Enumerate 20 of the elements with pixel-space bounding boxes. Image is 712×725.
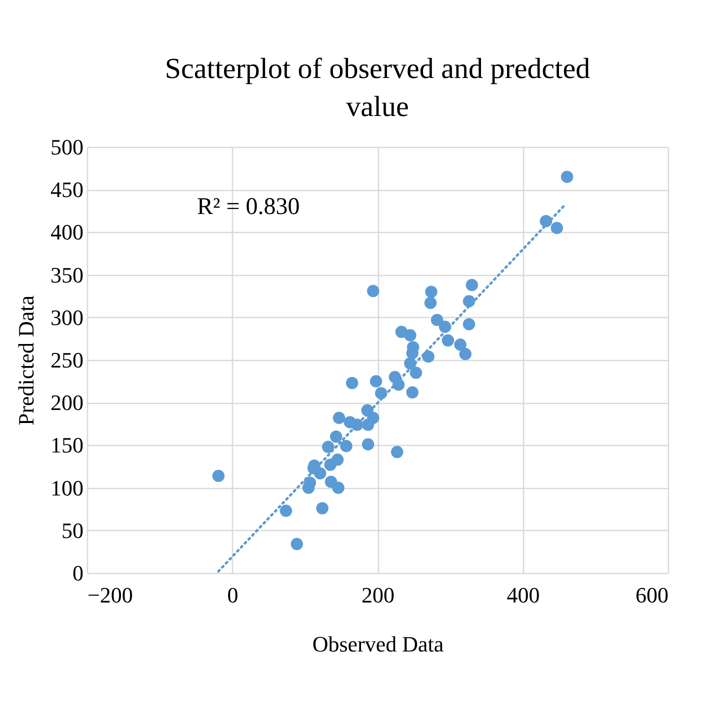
x-tick-label: 0 [227, 582, 238, 608]
x-tick-label: 200 [362, 582, 394, 608]
x-tick-label: 400 [506, 582, 540, 608]
x-tick-label: 600 [636, 582, 668, 608]
y-tick-label: 0 [72, 560, 84, 586]
y-tick-label: 350 [50, 262, 84, 288]
y-tick-label: 50 [62, 518, 84, 543]
x-axis-title: Observed Data [312, 632, 444, 656]
chart-title: Scatterplot of observed and predcted value [164, 53, 591, 123]
y-tick-label: 150 [50, 432, 84, 458]
x-tick-label: −200 [88, 582, 133, 608]
y-tick-label: 200 [50, 390, 84, 416]
y-tick-label: 450 [50, 177, 84, 202]
y-tick-label: 400 [50, 220, 84, 245]
y-tick-label: 300 [50, 304, 84, 330]
annotation: R² = 0.830 [197, 194, 300, 220]
y-tick-label: 250 [50, 348, 84, 372]
y-tick-label: 500 [50, 134, 84, 160]
y-axis-title: Predicted Data [14, 295, 38, 426]
y-tick-label: 100 [50, 475, 84, 500]
